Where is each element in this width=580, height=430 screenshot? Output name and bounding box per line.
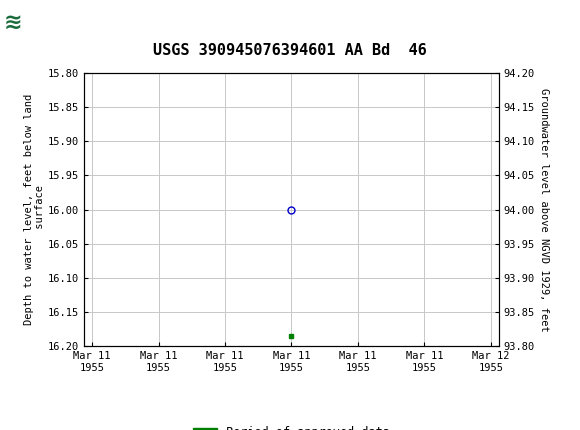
Text: USGS: USGS <box>78 14 133 31</box>
Bar <box>3 3 72 42</box>
Text: USGS 390945076394601 AA Bd  46: USGS 390945076394601 AA Bd 46 <box>153 43 427 58</box>
Y-axis label: Depth to water level, feet below land
 surface: Depth to water level, feet below land su… <box>24 94 45 325</box>
Legend: Period of approved data: Period of approved data <box>188 421 394 430</box>
Y-axis label: Groundwater level above NGVD 1929, feet: Groundwater level above NGVD 1929, feet <box>539 88 549 332</box>
Text: ≋: ≋ <box>4 12 23 33</box>
